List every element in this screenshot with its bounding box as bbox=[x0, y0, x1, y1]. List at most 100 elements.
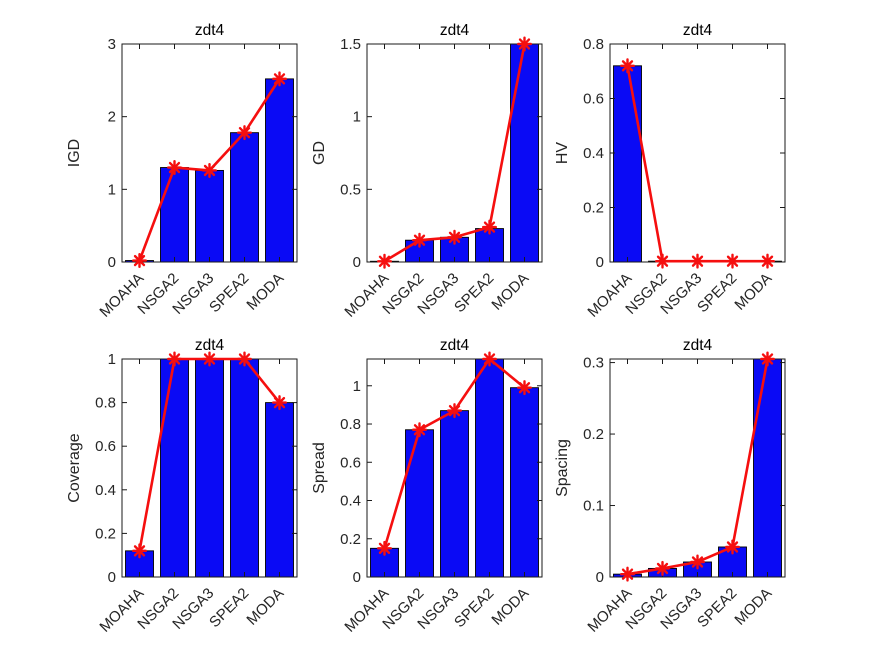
bar bbox=[265, 402, 294, 578]
y-tick-label: 1 bbox=[108, 351, 116, 368]
star-marker bbox=[411, 232, 428, 248]
star-marker bbox=[411, 422, 428, 438]
star-marker bbox=[516, 36, 533, 52]
y-tick-label: 3 bbox=[108, 36, 116, 53]
star-marker bbox=[376, 540, 393, 556]
bar bbox=[613, 65, 642, 263]
chart-title: zdt4 bbox=[683, 22, 713, 39]
y-tick-label: 0.6 bbox=[340, 454, 361, 471]
star-marker bbox=[481, 219, 498, 235]
y-tick-label: 0 bbox=[596, 254, 604, 271]
y-tick-label: 0.8 bbox=[340, 416, 361, 433]
x-tick-label: MODA bbox=[731, 270, 775, 314]
star-marker bbox=[724, 253, 741, 269]
x-tick-label: MODA bbox=[731, 585, 775, 629]
y-axis-label: Spread bbox=[311, 442, 328, 494]
hv-plot: zdt4HV00.20.40.60.8MOAHANSGA2NSGA3SPEA2M… bbox=[554, 22, 786, 321]
chart-igd: zdt4 IGD 0 1 2 3 MOAHA NSGA2 NSGA3 SPEA2 MODA bbox=[55, 20, 315, 332]
y-tick-label: 0 bbox=[353, 254, 361, 271]
star-spoke bbox=[133, 545, 146, 557]
chart-gd: zdt4 GD 0 0.5 1 1.5 MOAHA NSGA2 NSGA3 SPEA2 MODA bbox=[300, 20, 560, 332]
star-spoke bbox=[518, 382, 531, 394]
x-tick-label: MODA bbox=[243, 270, 287, 314]
y-tick-label: 1.5 bbox=[340, 36, 361, 53]
x-tick-label: SPEA2 bbox=[694, 585, 740, 631]
star-marker bbox=[759, 351, 776, 367]
bar bbox=[440, 410, 469, 578]
star-spoke bbox=[621, 60, 634, 72]
star-spoke bbox=[448, 231, 461, 243]
spread-plot: zdt4Spread00.20.40.60.81MOAHANSGA2NSGA3S… bbox=[311, 337, 543, 636]
star-spoke bbox=[761, 353, 774, 365]
y-tick-label: 0 bbox=[108, 569, 116, 586]
star-marker bbox=[131, 253, 148, 269]
star-marker bbox=[654, 253, 671, 269]
star-marker bbox=[236, 351, 253, 367]
y-tick-label: 0.2 bbox=[340, 531, 361, 548]
bar bbox=[195, 169, 224, 263]
star-spoke bbox=[621, 568, 634, 580]
x-tick-label: SPEA2 bbox=[451, 585, 497, 631]
y-axis-label: GD bbox=[311, 141, 328, 165]
star-spoke bbox=[273, 73, 286, 85]
coverage-plot: zdt4Coverage00.20.40.60.81MOAHANSGA2NSGA… bbox=[66, 337, 298, 636]
star-spoke bbox=[518, 38, 531, 50]
star-spoke bbox=[168, 161, 181, 174]
y-tick-label: 0.8 bbox=[95, 395, 116, 412]
star-marker bbox=[481, 351, 498, 367]
bar bbox=[753, 358, 782, 578]
star-marker bbox=[201, 162, 218, 178]
spacing-plot: zdt4Spacing00.10.20.3MOAHANSGA2NSGA3SPEA… bbox=[554, 337, 786, 636]
y-axis-label: IGD bbox=[66, 139, 83, 167]
y-tick-label: 1 bbox=[108, 181, 116, 198]
x-tick-label: SPEA2 bbox=[206, 585, 252, 631]
chart-title: zdt4 bbox=[440, 22, 470, 39]
y-tick-label: 0.2 bbox=[583, 426, 604, 443]
star-marker bbox=[619, 58, 636, 74]
star-spoke bbox=[378, 255, 391, 267]
y-tick-label: 0.1 bbox=[583, 498, 604, 515]
chart-hv: zdt4 HV 0 0.2 0.4 0.6 0.8 MOAHA NSGA2 NSGA3 SPEA2 M… bbox=[543, 20, 803, 332]
star-marker bbox=[166, 351, 183, 367]
bar bbox=[475, 358, 504, 578]
star-marker bbox=[446, 403, 463, 419]
y-tick-label: 0.8 bbox=[583, 36, 604, 53]
y-tick-label: 0.5 bbox=[340, 181, 361, 198]
y-axis-label: Spacing bbox=[554, 439, 571, 497]
y-tick-label: 2 bbox=[108, 109, 116, 126]
x-tick-label: MOAHA bbox=[584, 585, 635, 636]
chart-spacing: zdt4 Spacing 0 0.1 0.2 0.3 MOAHA NSGA2 NSGA3 SPEA… bbox=[543, 335, 803, 647]
star-spoke bbox=[691, 556, 704, 568]
y-tick-label: 0.6 bbox=[583, 91, 604, 108]
x-tick-label: SPEA2 bbox=[206, 270, 252, 316]
star-marker bbox=[376, 253, 393, 269]
star-spoke bbox=[413, 424, 426, 436]
bar bbox=[230, 358, 259, 578]
star-marker bbox=[131, 543, 148, 559]
x-tick-label: MOAHA bbox=[341, 270, 392, 321]
chart-title: zdt4 bbox=[195, 337, 225, 354]
star-marker bbox=[516, 380, 533, 396]
y-tick-label: 0 bbox=[596, 569, 604, 586]
y-tick-label: 0.6 bbox=[95, 438, 116, 455]
bar bbox=[510, 387, 539, 578]
x-tick-label: MOAHA bbox=[96, 270, 147, 321]
star-spoke bbox=[726, 541, 739, 553]
y-tick-label: 0.4 bbox=[95, 482, 116, 499]
bar bbox=[160, 358, 189, 578]
x-tick-label: MODA bbox=[488, 270, 532, 314]
star-marker bbox=[271, 395, 288, 411]
star-spoke bbox=[483, 221, 496, 233]
chart-title: zdt4 bbox=[440, 337, 470, 354]
bar bbox=[230, 132, 259, 263]
y-tick-label: 0.2 bbox=[583, 200, 604, 217]
x-tick-label: MOAHA bbox=[96, 585, 147, 636]
star-marker bbox=[689, 253, 706, 269]
chart-spread: zdt4 Spread 0 0.2 0.4 0.6 0.8 1 MOAHA NSGA2 NSGA3 S… bbox=[300, 335, 560, 647]
bar bbox=[510, 43, 539, 263]
bar bbox=[405, 429, 434, 578]
chart-title: zdt4 bbox=[683, 337, 713, 354]
star-spoke bbox=[656, 255, 669, 267]
